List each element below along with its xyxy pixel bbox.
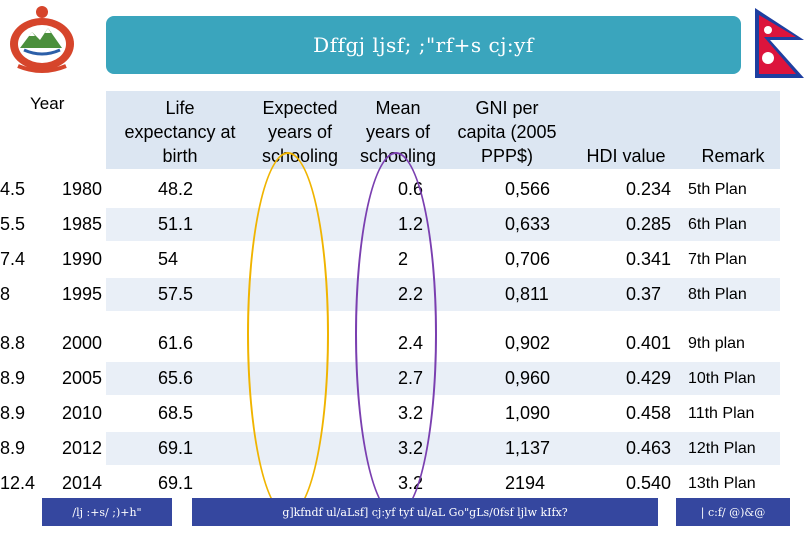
year-cell: 2012 bbox=[62, 438, 103, 458]
table-row: 2014 69.1 12.4 3.2 2194 0.540 13th Plan bbox=[0, 467, 810, 502]
table-row: 2012 69.1 8.9 3.2 1,137 0.463 12th Plan bbox=[0, 432, 810, 467]
year-cell: 1995 bbox=[62, 284, 103, 304]
remark-cell: 10th Plan bbox=[688, 370, 756, 387]
year-column-header: Year bbox=[30, 94, 65, 113]
table-header-band bbox=[106, 91, 780, 169]
mean-cell: 2 bbox=[398, 249, 409, 269]
gni-cell: 0,633 bbox=[505, 214, 551, 234]
table-row: 1980 48.2 4.5 0.6 0,566 0.234 5th Plan bbox=[0, 173, 810, 208]
year-cell: 2010 bbox=[62, 403, 103, 423]
expected-schooling-header: Expected years of schooling bbox=[261, 98, 339, 166]
year-cell: 1980 bbox=[62, 179, 103, 199]
nepal-emblem-icon bbox=[10, 6, 74, 73]
footer-date: | c:f/ @)&@ bbox=[676, 498, 790, 526]
expected-cell: 4.5 bbox=[0, 179, 26, 199]
hdi-cell: 0.463 bbox=[626, 438, 672, 458]
hdi-cell: 0.458 bbox=[626, 403, 672, 423]
hdi-header: HDI value bbox=[586, 146, 666, 166]
expected-cell: 8 bbox=[0, 284, 11, 304]
table-row: 1985 51.1 5.5 1.2 0,633 0.285 6th Plan bbox=[0, 208, 810, 243]
expected-cell: 5.5 bbox=[0, 214, 26, 234]
footer-title: g]kfndf ul/aLsf] cj:yf tyf ul/aL Go"gLs/… bbox=[192, 498, 658, 526]
mean-cell: 3.2 bbox=[398, 473, 424, 493]
table-row: 1990 54 7.4 2 0,706 0.341 7th Plan bbox=[0, 243, 810, 278]
hdi-cell: 0.341 bbox=[626, 249, 672, 269]
life-cell: 57.5 bbox=[158, 284, 194, 304]
life-cell: 54 bbox=[158, 249, 179, 269]
gni-cell: 1,090 bbox=[505, 403, 551, 423]
life-cell: 61.6 bbox=[158, 333, 194, 353]
table-row: 1995 57.5 8 2.2 0,811 0.37 8th Plan bbox=[0, 278, 810, 313]
life-cell: 69.1 bbox=[158, 438, 194, 458]
expected-cell: 8.9 bbox=[0, 438, 26, 458]
gni-cell: 0,706 bbox=[505, 249, 551, 269]
nepal-flag-icon bbox=[755, 8, 804, 78]
remark-cell: 12th Plan bbox=[688, 440, 756, 457]
year-cell: 2005 bbox=[62, 368, 103, 388]
gni-cell: 1,137 bbox=[505, 438, 551, 458]
gni-cell: 0,902 bbox=[505, 333, 551, 353]
expected-cell: 8.9 bbox=[0, 368, 26, 388]
remark-cell: 9th plan bbox=[688, 335, 745, 352]
expected-cell: 8.9 bbox=[0, 403, 26, 423]
life-cell: 65.6 bbox=[158, 368, 194, 388]
footer-author: /lj :+s/ ;)+h" bbox=[42, 498, 172, 526]
row-band bbox=[106, 362, 780, 395]
remark-header: Remark bbox=[701, 146, 765, 166]
hdi-cell: 0.401 bbox=[626, 333, 672, 353]
table-row: 2005 65.6 8.9 2.7 0,960 0.429 10th Plan bbox=[0, 362, 810, 397]
gni-cell: 0,960 bbox=[505, 368, 551, 388]
remark-cell: 7th Plan bbox=[688, 251, 747, 268]
expected-cell: 12.4 bbox=[0, 473, 36, 493]
gni-cell: 2194 bbox=[505, 473, 546, 493]
mean-cell: 2.4 bbox=[398, 333, 424, 353]
hdi-cell: 0.37 bbox=[626, 284, 662, 304]
table-row: 2000 61.6 8.8 2.4 0,902 0.401 9th plan bbox=[0, 327, 810, 362]
gni-cell: 0,566 bbox=[505, 179, 551, 199]
title-banner: Dffgj ljsf; ;"rf+s cj:yf bbox=[106, 16, 741, 74]
mean-cell: 0.6 bbox=[398, 179, 424, 199]
hdi-cell: 0.540 bbox=[626, 473, 672, 493]
remark-cell: 13th Plan bbox=[688, 475, 756, 492]
remark-cell: 8th Plan bbox=[688, 286, 747, 303]
row-band bbox=[106, 278, 780, 311]
life-cell: 48.2 bbox=[158, 179, 194, 199]
row-band bbox=[106, 208, 780, 241]
life-cell: 51.1 bbox=[158, 214, 194, 234]
year-cell: 1990 bbox=[62, 249, 103, 269]
gni-header: GNI per capita (2005 PPP$) bbox=[457, 98, 557, 166]
banner-title: Dffgj ljsf; ;"rf+s cj:yf bbox=[313, 33, 534, 57]
year-cell: 2014 bbox=[62, 473, 103, 493]
mean-cell: 3.2 bbox=[398, 438, 424, 458]
hdi-cell: 0.234 bbox=[626, 179, 672, 199]
mean-cell: 2.7 bbox=[398, 368, 424, 388]
mean-schooling-header: Mean years of schooling bbox=[359, 98, 437, 166]
expected-cell: 8.8 bbox=[0, 333, 26, 353]
row-band bbox=[106, 432, 780, 465]
mean-cell: 2.2 bbox=[398, 284, 424, 304]
year-cell: 1985 bbox=[62, 214, 103, 234]
hdi-cell: 0.285 bbox=[626, 214, 672, 234]
remark-cell: 6th Plan bbox=[688, 216, 747, 233]
year-cell: 2000 bbox=[62, 333, 103, 353]
table-row: 2010 68.5 8.9 3.2 1,090 0.458 11th Plan bbox=[0, 397, 810, 432]
mean-cell: 1.2 bbox=[398, 214, 424, 234]
gni-cell: 0,811 bbox=[505, 284, 549, 304]
life-expectancy-header: Life expectancy at birth bbox=[124, 98, 236, 166]
life-cell: 68.5 bbox=[158, 403, 194, 423]
remark-cell: 5th Plan bbox=[688, 181, 747, 198]
table-row-bands bbox=[106, 208, 780, 465]
remark-cell: 11th Plan bbox=[688, 405, 755, 422]
mean-cell: 3.2 bbox=[398, 403, 424, 423]
hdi-cell: 0.429 bbox=[626, 368, 672, 388]
life-cell: 69.1 bbox=[158, 473, 194, 493]
expected-cell: 7.4 bbox=[0, 249, 26, 269]
